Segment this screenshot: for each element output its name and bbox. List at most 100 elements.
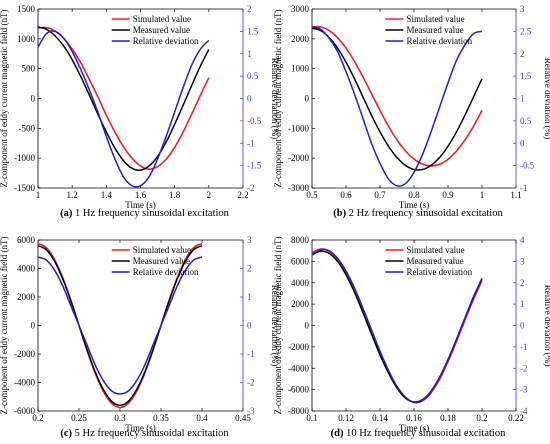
x-tick-label: 1 <box>480 190 485 200</box>
x-tick-label: 0.12 <box>338 413 354 423</box>
y-tick-label: -4000 <box>288 363 309 373</box>
y-tick-label: -4000 <box>14 378 35 388</box>
legend-label: Relative deviation <box>406 267 472 277</box>
y-tick-label: 0 <box>31 321 36 331</box>
x-tick-label: 0.3 <box>114 413 126 423</box>
caption-text: 2 Hz frequency sinusoidal excitation <box>346 208 503 219</box>
y-tick-label: 4000 <box>17 264 36 274</box>
y-tick-label: -2000 <box>288 153 309 163</box>
y-tick-label: 0 <box>305 94 310 104</box>
y2-tick-label: -2 <box>247 378 255 388</box>
y2-tick-label: 0 <box>247 321 252 331</box>
y2-tick-label: 3 <box>520 4 525 14</box>
x-tick-label: 0.2 <box>476 413 487 423</box>
y2-tick-label: -3 <box>520 385 528 395</box>
chart-panel-3: 0.2 0.25 0.3 0.35 0.4 0.45 -6000 -4000 -2000 0 200… <box>0 235 280 439</box>
series-line-2 <box>37 245 203 407</box>
y2-tick-label: 1.5 <box>520 71 532 81</box>
y2-tick-label: -2 <box>520 363 528 373</box>
y2-tick-label: -2 <box>247 183 255 193</box>
y2-tick-label: -4 <box>520 406 528 416</box>
caption-text: 5 Hz frequency sinusoidal excitation <box>72 428 229 439</box>
x-tick-label: 1.2 <box>67 190 78 200</box>
y-tick-label: 2000 <box>291 299 310 309</box>
y2-tick-label: 2.5 <box>520 26 532 36</box>
series-line-1 <box>311 25 483 167</box>
caption-letter: (d) <box>331 428 344 439</box>
x-tick-label: 0.18 <box>440 413 456 423</box>
y2-tick-label: 1.5 <box>247 26 259 36</box>
panel-caption: (c) 5 Hz frequency sinusoidal excitation <box>60 428 229 439</box>
y-tick-label: 0 <box>305 321 310 331</box>
x-tick-label: 0.22 <box>508 413 524 423</box>
y-tick-label: -1000 <box>14 153 35 163</box>
caption-text: 1 Hz frequency sinusoidal excitation <box>72 208 229 219</box>
y-tick-label: 6000 <box>291 256 310 266</box>
y2-tick-label: 2 <box>520 49 525 59</box>
series-line-1 <box>37 26 210 171</box>
legend-label: Simulated value <box>133 245 191 255</box>
chart-panel-2: 0.5 0.6 0.7 0.8 0.9 1 1.1 -3000 -2000 -1000 0 1000 2… <box>273 4 550 219</box>
y2-axis-label: Relative deviation (%) <box>543 285 550 366</box>
chart-panel-4: 0.1 0.12 0.14 0.16 0.18 0.2 0.22-8000-6000-400… <box>273 235 550 439</box>
chart-panel-1: 1 1.2 1.4 1.6 1.8 2 2.2 -1500 -1000 -500 0 500 1000 1… <box>0 4 280 219</box>
legend-label: Measured value <box>406 256 463 266</box>
y-tick-label: -1000 <box>288 123 309 133</box>
y-tick-label: 1000 <box>291 64 310 74</box>
panel-caption: (d) 10 Hz frequency sinusoidal excitatio… <box>331 428 506 439</box>
legend-label: Relative deviation <box>133 267 199 277</box>
x-tick-label: 1.8 <box>169 190 181 200</box>
caption-letter: (b) <box>333 208 346 219</box>
panel-caption: (b) 2 Hz frequency sinusoidal excitation <box>333 208 503 219</box>
panel-caption: (a) 1 Hz frequency sinusoidal excitation <box>60 208 230 219</box>
x-tick-label: 0.8 <box>408 190 420 200</box>
y2-axis-label: Relative deviation (%) <box>270 285 280 366</box>
y2-tick-label: -0.5 <box>247 116 262 126</box>
y-axis-label: Z-component of eddy current magnetic fie… <box>0 237 9 415</box>
caption-letter: (c) <box>60 428 72 439</box>
y2-tick-label: 3 <box>520 256 525 266</box>
x-tick-label: 1 <box>36 190 41 200</box>
x-tick-label: 0.45 <box>235 413 251 423</box>
x-tick-label: 0.6 <box>340 190 352 200</box>
y-tick-label: 0 <box>31 94 36 104</box>
y2-tick-label: -1 <box>520 342 528 352</box>
y-tick-label: -3000 <box>288 183 309 193</box>
y-tick-label: 8000 <box>291 235 310 245</box>
y-tick-label: 500 <box>22 64 36 74</box>
x-tick-label: 0.14 <box>372 413 388 423</box>
x-tick-label: 0.25 <box>71 413 87 423</box>
x-tick-label: 0.2 <box>32 413 43 423</box>
y-axis-label: Z-component of eddy current magnetic fie… <box>273 10 283 188</box>
y2-tick-label: 0 <box>247 94 252 104</box>
series-line-3 <box>37 256 203 395</box>
y2-tick-label: -1 <box>520 183 528 193</box>
y-tick-label: -2000 <box>14 349 35 359</box>
y-tick-label: 1500 <box>17 4 36 14</box>
series-line-3 <box>311 26 483 187</box>
legend-label: Measured value <box>133 256 190 266</box>
y2-axis-label: Relative deviation (%) <box>270 58 280 139</box>
legend-label: Measured value <box>133 25 190 35</box>
series-line-2 <box>37 26 210 171</box>
x-tick-label: 2.2 <box>237 190 248 200</box>
y2-tick-label: -1.5 <box>247 161 262 171</box>
legend-label: Simulated value <box>406 14 464 24</box>
x-axis-label: Time (s) <box>125 200 155 210</box>
y-tick-label: 4000 <box>291 278 310 288</box>
y2-tick-label: -1 <box>247 349 255 359</box>
y-tick-label: 2000 <box>17 292 36 302</box>
caption-text: 10 Hz frequency sinusoidal excitation <box>344 428 507 439</box>
legend-label: Relative deviation <box>406 36 472 46</box>
x-tick-label: 0.1 <box>306 413 317 423</box>
x-axis-label: Time (s) <box>399 423 429 433</box>
x-tick-label: 0.9 <box>442 190 454 200</box>
y2-tick-label: 1 <box>520 94 525 104</box>
x-axis-label: Time (s) <box>125 423 155 433</box>
legend-label: Simulated value <box>406 245 464 255</box>
y2-tick-label: 1 <box>520 299 525 309</box>
y2-tick-label: 2 <box>520 278 525 288</box>
x-tick-label: 1.6 <box>135 190 147 200</box>
y2-tick-label: 3 <box>247 235 252 245</box>
